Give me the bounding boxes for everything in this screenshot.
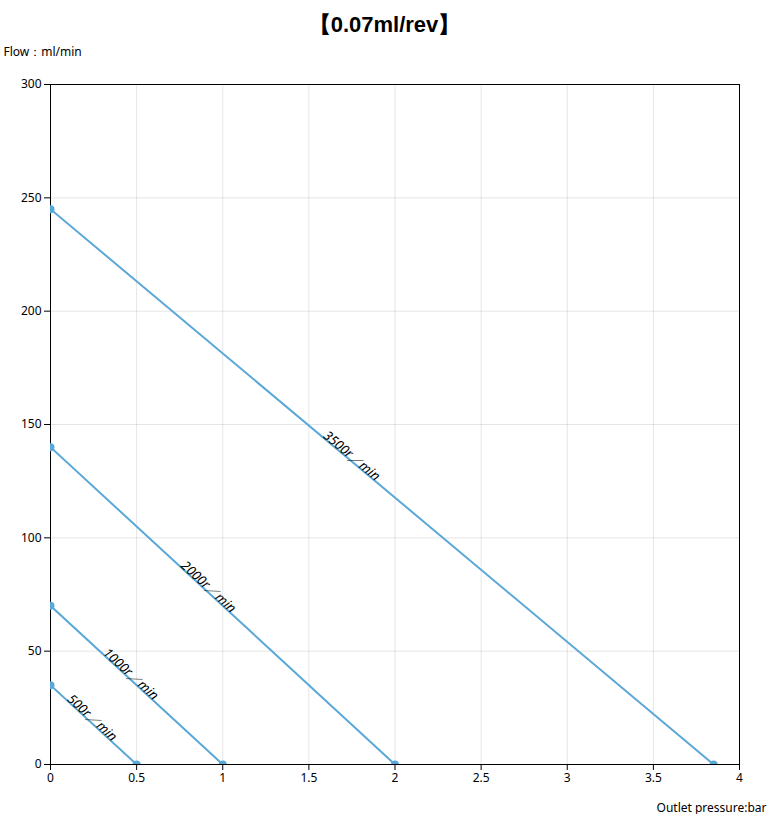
svg-text:50: 50 [28, 642, 42, 659]
svg-text:1.5: 1.5 [300, 769, 317, 786]
svg-text:3.5: 3.5 [645, 769, 662, 786]
svg-text:3: 3 [564, 769, 571, 786]
svg-text:Outlet pressure:bar: Outlet pressure:bar [657, 799, 767, 815]
svg-text:2: 2 [392, 769, 399, 786]
svg-text:150: 150 [21, 415, 42, 432]
svg-text:0: 0 [47, 769, 54, 786]
svg-text:1000r／min: 1000r／min [100, 644, 163, 704]
svg-text:Flow：ml/min: Flow：ml/min [4, 44, 82, 60]
svg-text:0.5: 0.5 [128, 769, 145, 786]
svg-text:4: 4 [736, 769, 743, 786]
svg-text:500r／min: 500r／min [64, 690, 122, 745]
svg-text:1: 1 [219, 769, 226, 786]
svg-text:2.5: 2.5 [473, 769, 490, 786]
svg-text:100: 100 [21, 529, 42, 546]
svg-text:2000r／min: 2000r／min [177, 556, 240, 616]
svg-text:200: 200 [21, 302, 42, 319]
svg-text:0: 0 [35, 755, 42, 772]
svg-text:300: 300 [21, 75, 42, 92]
svg-text:250: 250 [21, 189, 42, 206]
html-text:【0.07ml/rev】: 【0.07ml/rev】 [308, 12, 461, 37]
svg-text:3500r／min: 3500r／min [320, 426, 385, 484]
